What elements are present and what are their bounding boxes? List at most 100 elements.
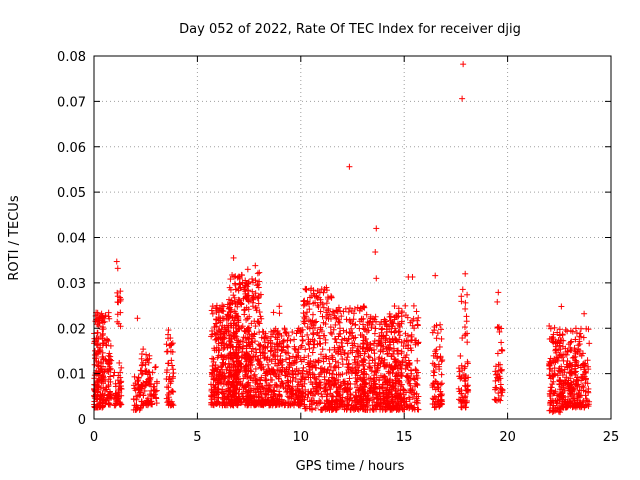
data-point: [214, 354, 221, 361]
data-point: [282, 349, 289, 356]
data-point: [296, 394, 303, 401]
data-point: [289, 383, 296, 390]
data-point: [248, 348, 255, 355]
data-point: [284, 393, 291, 400]
data-point: [232, 322, 239, 329]
data-point: [213, 330, 220, 337]
data-point: [169, 348, 176, 355]
data-point: [133, 402, 140, 409]
data-point: [243, 384, 250, 391]
data-point: [148, 398, 155, 405]
data-point: [252, 323, 259, 330]
data-point: [263, 334, 270, 341]
data-point: [112, 392, 119, 399]
data-point: [234, 313, 241, 320]
data-point: [232, 371, 239, 378]
data-point: [138, 398, 145, 405]
data-point: [235, 325, 242, 332]
data-point: [217, 319, 224, 326]
data-point: [225, 335, 232, 342]
data-point: [106, 350, 113, 357]
data-point: [91, 388, 98, 395]
data-point: [267, 340, 274, 347]
data-point: [131, 373, 138, 380]
data-point: [105, 400, 112, 407]
data-point: [287, 400, 294, 407]
data-point: [101, 318, 108, 325]
data-point: [277, 352, 284, 359]
data-point: [252, 290, 259, 297]
data-point: [208, 399, 215, 406]
data-point: [111, 369, 118, 376]
data-point: [227, 300, 234, 307]
data-point: [115, 299, 122, 306]
data-point: [163, 376, 170, 383]
data-point: [256, 345, 263, 352]
data-point: [263, 377, 270, 384]
data-point: [230, 383, 237, 390]
data-point: [117, 400, 124, 407]
data-point: [243, 397, 250, 404]
data-point: [232, 346, 239, 353]
data-point: [258, 374, 265, 381]
data-point: [256, 361, 263, 368]
data-point: [168, 341, 175, 348]
data-point: [235, 343, 242, 350]
data-point: [208, 369, 215, 376]
data-point: [232, 286, 239, 293]
data-point: [248, 375, 255, 382]
data-point: [270, 400, 277, 407]
data-point: [234, 274, 241, 281]
data-point: [246, 313, 253, 320]
data-point: [105, 338, 112, 345]
data-point: [237, 367, 244, 374]
data-point: [271, 370, 278, 377]
data-point: [292, 346, 299, 353]
data-point: [259, 401, 266, 408]
data-point: [221, 344, 228, 351]
data-point: [91, 361, 98, 368]
data-point: [213, 400, 220, 407]
data-point: [219, 372, 226, 379]
data-point: [276, 396, 283, 403]
data-point: [261, 355, 268, 362]
data-point: [283, 343, 290, 350]
data-point: [152, 364, 159, 371]
data-point: [213, 302, 220, 309]
data-point: [286, 394, 293, 401]
data-point: [226, 360, 233, 367]
data-point: [236, 359, 243, 366]
data-point: [211, 324, 218, 331]
data-point: [247, 367, 254, 374]
data-point: [231, 273, 238, 280]
data-point: [260, 343, 267, 350]
data-point: [293, 330, 300, 337]
data-point: [247, 382, 254, 389]
data-point: [212, 320, 219, 327]
data-point: [250, 353, 257, 360]
data-point: [225, 379, 232, 386]
data-point: [243, 363, 250, 370]
data-point: [103, 342, 110, 349]
data-point: [266, 402, 273, 409]
data-point: [163, 384, 170, 391]
data-point: [282, 329, 289, 336]
data-point: [166, 373, 173, 380]
data-point: [115, 372, 122, 379]
data-point: [117, 288, 124, 295]
data-point: [100, 385, 107, 392]
data-point: [136, 389, 143, 396]
data-point: [221, 335, 228, 342]
data-point: [299, 333, 306, 340]
data-point: [234, 339, 241, 346]
data-point: [95, 359, 102, 366]
data-point: [216, 327, 223, 334]
data-point: [281, 326, 288, 333]
data-point: [226, 304, 233, 311]
data-point: [283, 349, 290, 356]
data-point: [256, 400, 263, 407]
data-point: [253, 349, 260, 356]
data-point: [138, 355, 145, 362]
data-point: [220, 303, 227, 310]
